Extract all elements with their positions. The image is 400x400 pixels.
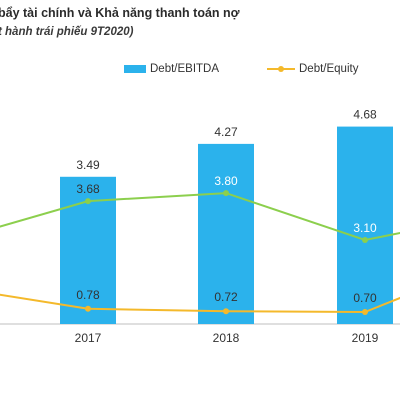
bar-label-2017: 3.49 — [76, 158, 100, 172]
third-point-2018 — [223, 190, 229, 197]
third-point-2019 — [362, 237, 368, 243]
legend-label-debt-ebitda: Debt/EBITDA — [150, 63, 220, 75]
legend-label-debt-equity: Debt/Equity — [299, 63, 359, 75]
debt-equity-label-2017: 0.78 — [76, 288, 100, 302]
debt-equity-point-2019 — [362, 309, 368, 315]
third-label-2017: 3.68 — [76, 182, 100, 196]
x-tick-2017: 2017 — [75, 331, 102, 345]
legend-item-debt-equity: Debt/Equity — [267, 63, 358, 75]
debt-equity-point-2018 — [223, 308, 229, 315]
bar-label-2019: 4.68 — [353, 108, 377, 122]
debt-equity-point-2017 — [85, 305, 91, 312]
chart-subtitle: t hành trái phiếu 9T2020) — [0, 26, 134, 38]
debt-equity-label-2019: 0.70 — [353, 291, 377, 305]
bar-2018 — [198, 143, 254, 324]
third-label-2018: 3.80 — [214, 174, 238, 188]
x-tick-2018: 2018 — [213, 331, 240, 345]
third-point-2017 — [85, 198, 91, 205]
chart-title: bẩy tài chính và Khả năng thanh toán nợ — [0, 6, 240, 20]
x-tick-2019: 2019 — [352, 331, 379, 345]
legend-swatch-debt-ebitda — [124, 65, 146, 73]
debt-equity-label-2018: 0.72 — [214, 290, 238, 304]
legend-swatch-debt-equity — [267, 64, 295, 74]
legend-item-debt-ebitda: Debt/EBITDA — [124, 63, 219, 75]
bar-2019 — [337, 126, 393, 325]
bar-label-2018: 4.27 — [214, 125, 238, 139]
third-label-2019: 3.10 — [353, 221, 377, 235]
